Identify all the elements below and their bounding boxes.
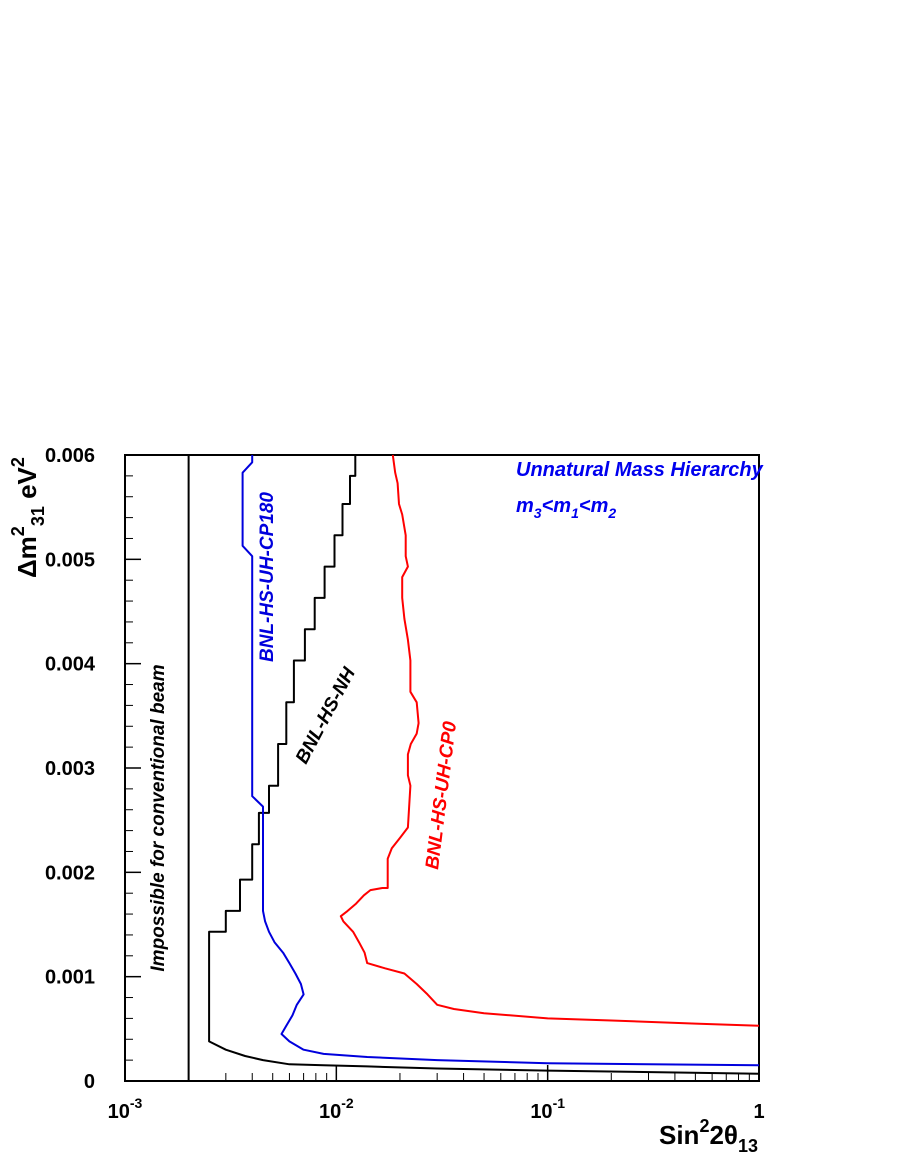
series-label-cp0: BNL-HS-UH-CP0 [422, 720, 461, 871]
x-tick-labels: 10-3 10-2 10-1 1 [108, 1095, 765, 1123]
y-tick-label: 0.005 [45, 549, 95, 571]
x-tick-label: 10-2 [319, 1095, 354, 1123]
x-tick-label: 10-3 [108, 1095, 143, 1123]
y-tick-label: 0.004 [45, 654, 96, 676]
x-tick-label: 1 [753, 1101, 764, 1123]
y-tick-label: 0.002 [45, 862, 95, 884]
minor-ticks [125, 475, 750, 1081]
y-tick-label: 0 [84, 1071, 95, 1093]
series-label-cp180: BNL-HS-UH-CP180 [257, 492, 278, 662]
y-tick-label: 0.003 [45, 758, 95, 780]
y-tick-labels: 0 0.001 0.002 0.003 0.004 0.005 0.006 [45, 445, 96, 1093]
series-line-bnl-hs-uh-cp180 [241, 455, 760, 1067]
x-tick-label: 10-1 [530, 1095, 565, 1123]
series-layer [208, 454, 760, 1075]
y-axis-title: Δm231 eV2 [8, 457, 48, 578]
series-line-bnl-hs-nh [208, 455, 760, 1075]
y-tick-label: 0.006 [45, 445, 95, 467]
mass-ordering-annotation: m3<m1<m2 [516, 495, 616, 521]
series-line-bnl-hs-uh-cp0 [339, 454, 760, 1027]
conventional-beam-limit-label: Impossible for conventional beam [148, 664, 169, 971]
series-label-nh: BNL-HS-NH [292, 663, 361, 767]
y-tick-label: 0.001 [45, 967, 95, 989]
hierarchy-annotation: Unnatural Mass Hierarchy [516, 459, 764, 481]
x-axis-title: Sin22θ13 [659, 1116, 758, 1156]
